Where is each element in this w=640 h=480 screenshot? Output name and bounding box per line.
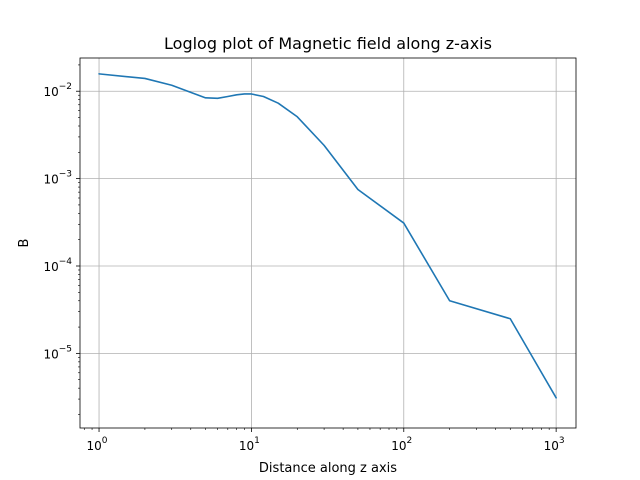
x-tick-label: 100 [87,436,108,453]
y-tick-label: 10−5 [43,344,72,361]
grid-lines [80,58,576,428]
x-tick-label: 102 [391,436,412,453]
chart-title: Loglog plot of Magnetic field along z-ax… [164,34,492,53]
y-tick-label: 10−3 [43,170,72,187]
y-tick-label: 10−4 [43,257,72,274]
y-tick-label: 10−2 [43,82,72,99]
series-line [98,73,557,399]
axis-ticks: 100 101 102 103 10−5 10−4 10−3 10−2 [43,64,565,453]
series-layer [98,73,557,399]
x-axis-label: Distance along z axis [259,461,397,476]
y-axis-label: B [17,239,32,248]
x-tick-label: 103 [544,436,565,453]
x-tick-label: 101 [239,436,260,453]
plot-frame [79,57,577,429]
